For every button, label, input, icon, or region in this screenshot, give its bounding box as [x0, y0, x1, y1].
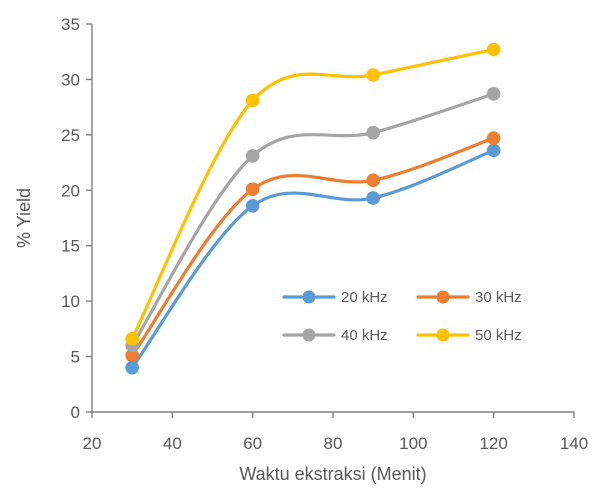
x-tick-label: 60: [243, 434, 262, 453]
legend-swatch-marker: [436, 328, 450, 342]
y-tick-label: 25: [61, 126, 80, 145]
legend-label: 50 kHz: [475, 327, 522, 344]
y-tick-label: 20: [61, 181, 80, 200]
data-point-50-khz: [245, 93, 260, 108]
series-line-40-khz: [130, 92, 496, 348]
data-point-40-khz: [366, 125, 380, 140]
data-point-20-khz: [245, 199, 260, 213]
y-axis-title: % Yield: [14, 188, 34, 248]
data-point-20-khz: [366, 191, 380, 205]
series-line-50-khz: [130, 47, 496, 341]
x-tick-label: 20: [83, 434, 102, 453]
data-point-30-khz: [366, 173, 380, 188]
legend-label: 30 kHz: [475, 289, 522, 306]
legend-label: 40 kHz: [341, 327, 388, 344]
legend-swatch-marker: [436, 290, 450, 304]
legend-item-30-khz: 30 kHz: [416, 289, 522, 306]
series-line-30-khz: [130, 136, 496, 358]
legend-swatch-marker: [302, 290, 316, 304]
data-point-50-khz: [486, 42, 501, 57]
x-tick-label: 40: [163, 434, 182, 453]
axes-layer: 0 5 10 15 20 25 30 35 20 40 60 80 100 120 140: [61, 15, 588, 453]
series-40-khz: [125, 87, 501, 353]
legend-label: 20 kHz: [341, 289, 388, 306]
y-tick-label: 35: [61, 15, 80, 34]
x-axis-title: Waktu ekstraksi (Menit): [239, 464, 426, 484]
data-point-30-khz: [486, 131, 501, 145]
series-layer: [125, 42, 501, 375]
data-point-50-khz: [125, 332, 139, 346]
data-point-30-khz: [125, 348, 139, 363]
y-tick-label: 5: [71, 348, 80, 367]
data-point-20-khz: [486, 143, 501, 158]
legend: 20 kHz 30 kHz 40 kHz 50 kHz: [282, 289, 522, 344]
series-30-khz: [125, 131, 501, 363]
series-20-khz: [125, 143, 501, 375]
x-tick-label: 80: [324, 434, 343, 453]
data-point-50-khz: [366, 68, 380, 82]
legend-item-20-khz: 20 kHz: [282, 289, 388, 306]
data-point-20-khz: [125, 360, 139, 375]
data-point-30-khz: [245, 182, 260, 196]
data-point-40-khz: [486, 87, 501, 101]
x-tick-label: 140: [560, 434, 588, 453]
legend-item-50-khz: 50 kHz: [416, 327, 522, 344]
x-tick-label: 120: [479, 434, 507, 453]
y-tick-label: 10: [61, 292, 80, 311]
series-50-khz: [125, 42, 501, 346]
legend-swatch-marker: [302, 328, 316, 342]
data-point-40-khz: [245, 149, 260, 163]
series-line-20-khz: [130, 148, 496, 370]
y-tick-label: 0: [71, 403, 80, 422]
y-tick-label: 15: [61, 237, 80, 256]
legend-item-40-khz: 40 kHz: [282, 327, 388, 344]
y-tick-label: 30: [61, 70, 80, 89]
x-tick-label: 100: [399, 434, 427, 453]
